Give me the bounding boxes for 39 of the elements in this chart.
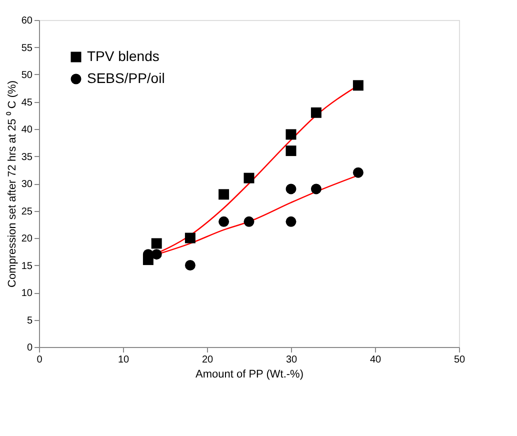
y-tick-label: 30 <box>21 179 33 190</box>
y-tick-label: 50 <box>21 70 33 81</box>
point <box>218 216 230 227</box>
point <box>286 129 296 140</box>
y-tick-label: 55 <box>21 42 33 54</box>
point <box>184 232 196 244</box>
x-axis-title: Amount of PP (Wt.-%) <box>196 368 304 380</box>
legend-label: TPV blends <box>87 48 160 64</box>
x-tick-label: 40 <box>370 354 382 366</box>
y-tick-label: 0 <box>26 342 33 354</box>
point <box>151 249 162 260</box>
y-axis-title: Compression set after 72 hrs at 25 ⁰ C (%) <box>5 80 18 288</box>
point <box>184 260 196 270</box>
point <box>151 238 162 249</box>
y-tick-label: 60 <box>21 16 33 26</box>
point <box>352 80 364 91</box>
y-tick-label: 25 <box>21 206 33 218</box>
y-tick-label: 20 <box>21 234 33 244</box>
point <box>286 184 296 194</box>
y-tick-label: 40 <box>21 124 33 136</box>
point <box>244 216 254 227</box>
y-tick-label: 35 <box>21 152 33 163</box>
x-tick-label: 10 <box>118 354 130 366</box>
y-tick-label: 15 <box>21 260 33 272</box>
point <box>286 216 296 227</box>
point <box>310 107 322 118</box>
x-tick-label: 30 <box>286 354 298 366</box>
x-tick-label: 50 <box>454 354 466 366</box>
point <box>310 184 322 194</box>
y-tick-label: 45 <box>21 97 33 108</box>
x-tick-label: 0 <box>36 354 43 366</box>
point <box>218 189 230 200</box>
y-tick-label: 5 <box>26 315 33 326</box>
y-tick-label: 10 <box>21 288 33 299</box>
point <box>286 146 296 156</box>
x-tick-label: 20 <box>202 354 214 366</box>
point <box>244 172 254 184</box>
legend-label: SEBS/PP/oil <box>87 70 165 86</box>
point <box>352 167 364 178</box>
